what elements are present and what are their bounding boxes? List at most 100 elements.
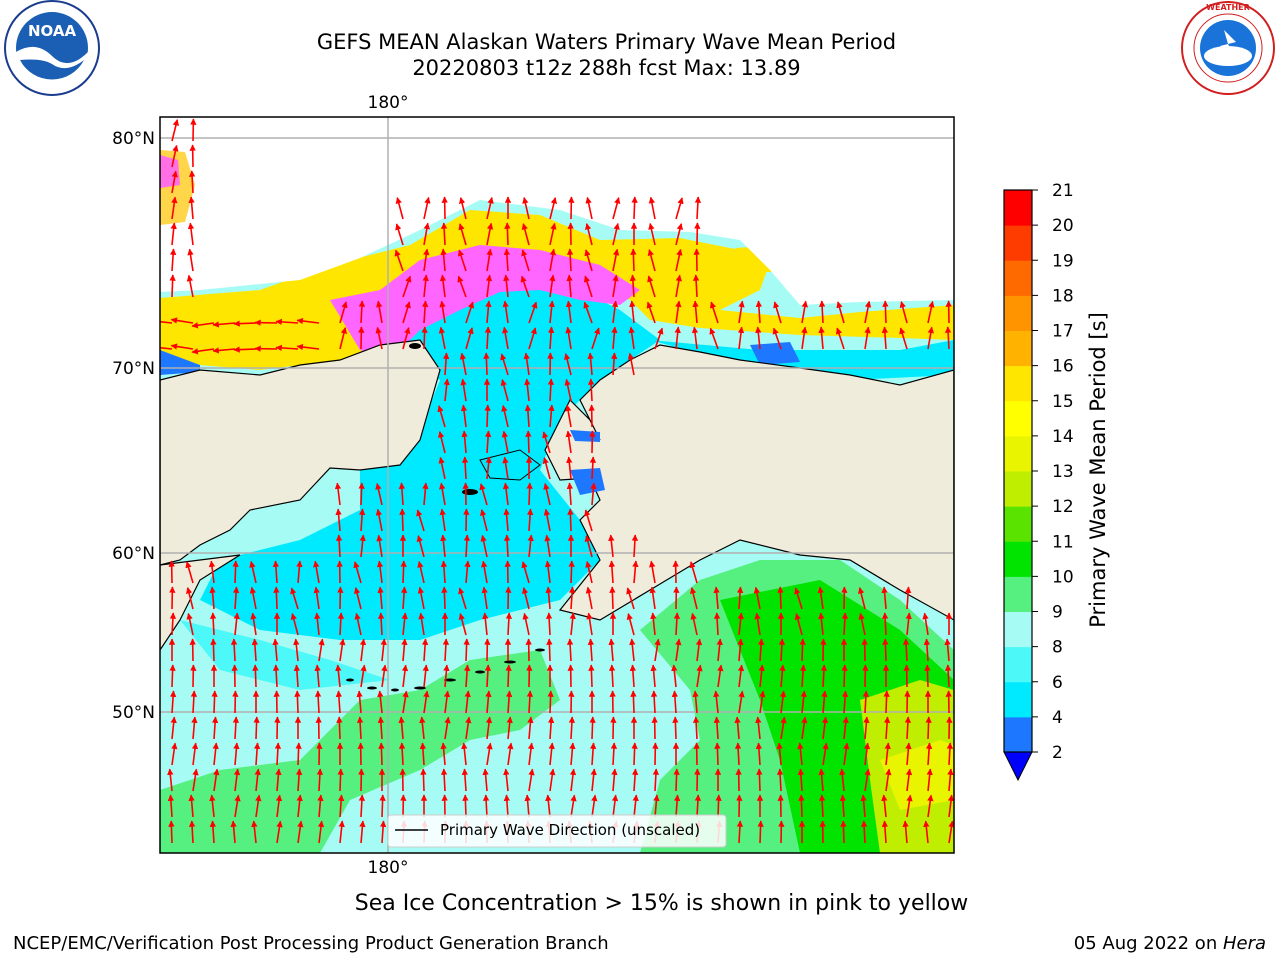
wave-direction-arrow: [171, 119, 180, 142]
wave-direction-arrow: [358, 482, 365, 506]
wave-direction-arrow: [402, 275, 412, 298]
wave-direction-arrow: [549, 197, 558, 220]
wave-direction-arrow: [416, 509, 425, 532]
wave-direction-arrow: [186, 274, 194, 298]
wave-direction-arrow: [608, 560, 616, 584]
wave-direction-arrow: [630, 690, 637, 714]
wave-direction-arrow: [905, 612, 912, 636]
wave-direction-arrow: [186, 612, 194, 636]
wave-direction-arrow: [587, 352, 594, 376]
wave-direction-arrow: [422, 482, 429, 506]
wave-direction-arrow: [648, 196, 656, 220]
wave-direction-arrow: [777, 586, 784, 610]
wave-direction-arrow: [692, 274, 700, 298]
wave-direction-arrow: [521, 561, 530, 584]
wave-direction-arrow: [590, 482, 597, 506]
wave-direction-arrow: [336, 716, 343, 740]
wave-direction-arrow: [650, 690, 658, 714]
wave-direction-arrow: [171, 196, 178, 220]
wave-direction-arrow: [755, 300, 763, 324]
wave-direction-arrow: [566, 248, 574, 272]
wave-direction-arrow: [885, 768, 892, 792]
wave-direction-arrow: [438, 456, 446, 480]
wave-direction-arrow: [882, 638, 889, 662]
wave-direction-arrow: [694, 794, 702, 818]
wave-direction-arrow: [567, 508, 574, 532]
wave-direction-arrow: [818, 768, 825, 792]
wave-direction-arrow: [458, 613, 467, 636]
colorbar-tick-label: 6: [1052, 673, 1063, 693]
wave-direction-arrow: [296, 560, 303, 584]
wave-direction-arrow: [927, 300, 935, 324]
wave-direction-arrow: [675, 274, 682, 298]
wave-direction-arrow: [631, 534, 639, 558]
wave-direction-arrow: [394, 249, 404, 272]
wave-direction-arrow: [522, 612, 530, 636]
wave-direction-arrow: [275, 794, 283, 818]
colorbar-segment: [1004, 611, 1032, 648]
wave-direction-arrow: [290, 587, 299, 610]
wave-direction-arrow: [944, 638, 951, 662]
wave-direction-arrow: [527, 534, 534, 558]
wave-direction-arrow: [902, 820, 909, 844]
wave-direction-arrow: [439, 274, 447, 298]
wave-direction-arrow: [485, 690, 492, 714]
wave-direction-arrow: [545, 586, 552, 610]
wave-direction-arrow: [753, 586, 761, 610]
norton-sound: [479, 449, 541, 481]
wave-direction-arrow: [463, 534, 471, 558]
wave-direction-arrow: [255, 794, 262, 818]
wave-direction-arrow: [650, 612, 657, 636]
wave-direction-arrow: [254, 768, 261, 792]
wave-direction-arrow: [458, 587, 467, 610]
wave-direction-arrow: [484, 430, 492, 454]
wave-direction-arrow: [709, 301, 719, 324]
wave-direction-arrows: [160, 118, 954, 844]
wave-direction-arrow: [503, 794, 511, 818]
wave-direction-arrow: [317, 794, 324, 818]
wave-direction-arrow: [377, 586, 384, 610]
map-legend: Primary Wave Direction (unscaled): [387, 814, 727, 848]
wave-direction-arrow: [801, 300, 808, 324]
wave-direction-arrow: [570, 794, 577, 818]
wave-direction-arrow: [568, 560, 575, 584]
noaa-logo-text: NOAA: [28, 22, 77, 40]
wave-direction-arrow: [528, 327, 537, 350]
map-frame: [159, 116, 955, 854]
wave-direction-arrow: [335, 690, 343, 714]
wave-direction-arrow: [548, 404, 555, 428]
wave-direction-arrow: [780, 716, 787, 740]
wave-direction-arrow: [630, 248, 637, 272]
wave-direction-arrow: [401, 664, 409, 688]
wave-direction-arrow: [800, 690, 807, 714]
wave-period-zone-6s-beaufort: [650, 340, 954, 380]
wave-direction-arrow: [211, 716, 219, 740]
colorbar-segment: [1004, 506, 1032, 542]
colorbar-segment: [1004, 330, 1032, 367]
wave-direction-arrow: [863, 716, 870, 740]
wave-direction-arrow: [440, 534, 447, 558]
wave-direction-arrow: [402, 327, 411, 350]
wave-direction-arrow: [506, 716, 513, 740]
wave-direction-arrow: [334, 482, 342, 506]
wave-direction-arrow: [169, 612, 177, 636]
wave-direction-arrow: [899, 327, 908, 350]
wave-direction-arrow: [502, 482, 510, 506]
wave-direction-arrow: [757, 638, 765, 662]
wave-direction-arrow: [313, 560, 320, 584]
nws-logo: WEATHER: [1181, 1, 1275, 95]
lat-label-60n: 60°N: [112, 544, 155, 564]
wave-direction-arrow: [465, 301, 475, 324]
wave-direction-arrow: [359, 638, 367, 662]
wave-direction-arrow: [170, 222, 177, 246]
wave-direction-arrow: [545, 612, 553, 636]
wave-direction-arrow: [588, 664, 595, 688]
wave-direction-arrow: [233, 742, 240, 766]
wave-direction-arrow: [170, 716, 177, 740]
sea-ice-zone-northwest-overlay-pink: [160, 155, 180, 188]
wave-direction-arrow: [713, 612, 721, 636]
wave-direction-arrow: [673, 612, 681, 636]
wave-period-zone-6s: [200, 270, 660, 640]
colorbar-segment: [1004, 190, 1032, 226]
wave-direction-arrow: [188, 794, 195, 818]
